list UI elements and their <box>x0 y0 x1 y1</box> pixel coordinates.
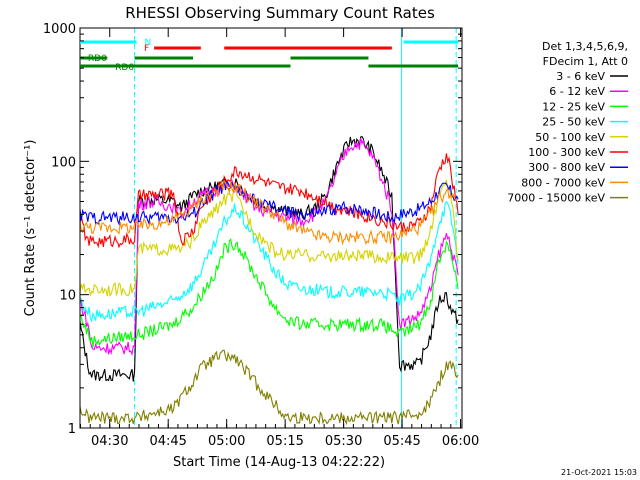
legend-label-6: 100 - 300 keV <box>528 146 605 159</box>
plot-frame <box>79 27 463 429</box>
legend-label-1: 3 - 6 keV <box>556 70 605 83</box>
legend-label-8: 800 - 7000 keV <box>521 176 605 189</box>
footer-date: 21-Oct-2021 15:03 <box>561 468 637 477</box>
series-line-4 <box>79 200 459 323</box>
plot-area <box>79 27 463 429</box>
series-line-5 <box>79 179 459 297</box>
x-axis-label: Start Time (14-Aug-13 04:22:22) <box>173 455 385 470</box>
x-tick-label-6: 06:00 <box>442 434 479 449</box>
series-line-8 <box>79 179 459 246</box>
y-tick-label-3: 1000 <box>43 22 76 37</box>
y-axis-label: Count Rate (s⁻¹ detector⁻¹) <box>23 140 38 317</box>
status-bar-label-2: F <box>144 44 149 54</box>
x-tick-label-0: 04:30 <box>91 434 128 449</box>
x-tick-label-1: 04:45 <box>149 434 186 449</box>
status-bar-label-4: RD6 <box>115 63 134 73</box>
y-tick-label-0: 1 <box>68 422 76 437</box>
x-tick-label-2: 05:00 <box>208 434 245 449</box>
x-axis: 04:30 04:45 05:00 05:15 05:30 05:45 06:00 <box>80 28 479 449</box>
series-line-3 <box>79 238 459 348</box>
y-tick-label-2: 100 <box>51 155 76 170</box>
legend-label-2: 6 - 12 keV <box>549 85 605 98</box>
series-line-7 <box>79 180 459 226</box>
x-tick-label-3: 05:15 <box>266 434 303 449</box>
series-line-6 <box>79 153 459 249</box>
legend-label-7: 300 - 800 keV <box>528 161 605 174</box>
x-tick-label-5: 05:45 <box>383 434 420 449</box>
status-bar-label-1: N <box>145 38 152 48</box>
status-bars: NF RD0 RD6 <box>80 38 459 73</box>
legend: Det 1,3,4,5,6,9, FDecim 1, Att 0 3 - 6 k… <box>507 40 628 205</box>
y-tick-label-1: 10 <box>59 289 76 304</box>
status-bar-label-3: RD0 <box>88 54 107 64</box>
legend-header-line-2: FDecim 1, Att 0 <box>543 55 628 68</box>
legend-label-9: 7000 - 15000 keV <box>507 192 605 205</box>
x-tick-label-4: 05:30 <box>325 434 362 449</box>
legend-label-4: 25 - 50 keV <box>542 116 605 129</box>
legend-label-5: 50 - 100 keV <box>535 131 605 144</box>
legend-label-3: 12 - 25 keV <box>542 100 605 113</box>
legend-header-line-1: Det 1,3,4,5,6,9, <box>542 40 628 53</box>
chart-title: RHESSI Observing Summary Count Rates <box>125 4 435 22</box>
series-line-9 <box>79 349 459 426</box>
y-axis: 1 10 100 1000 <box>43 22 462 437</box>
